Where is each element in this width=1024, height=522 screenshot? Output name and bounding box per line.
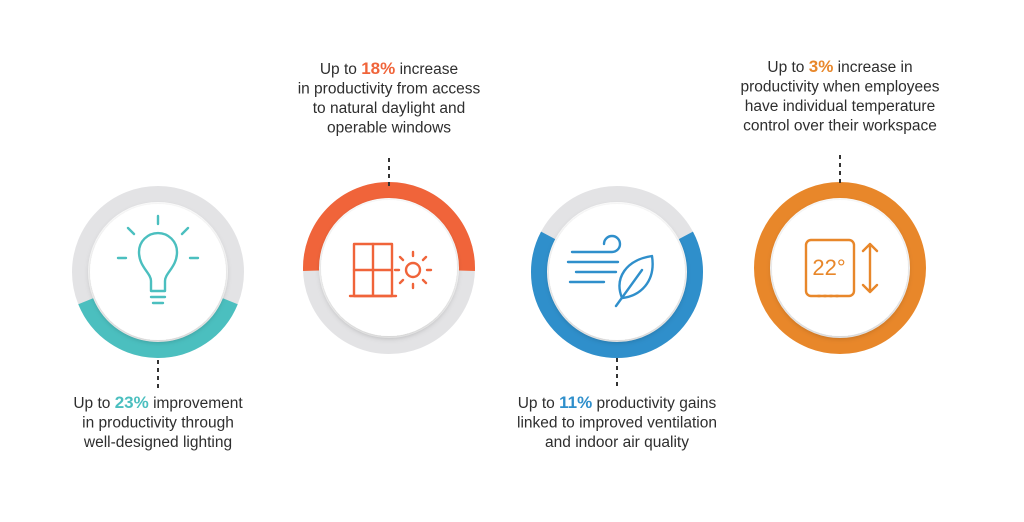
rings [72,182,926,358]
caption-text: increase [400,61,459,78]
ring-inner [772,200,908,336]
caption-line: in productivity through [82,415,234,432]
ring-inner [90,204,226,340]
ring-arc [78,298,238,358]
caption-highlight: 3% [809,57,834,76]
caption-line: Up to 11% productivity gains [518,393,717,412]
caption-line: in productivity from access [298,81,481,98]
caption-line: have individual temperature [745,98,935,115]
thermostat-icon [804,238,879,298]
caption-line: control over their workspace [743,118,937,135]
ring-arc [303,182,475,271]
captions: Up to 23% improvement in productivity thr… [73,57,939,451]
caption-line: and indoor air quality [545,434,689,451]
ring-track [754,182,926,354]
caption-line: productivity when employees [740,79,939,96]
caption-prefix: Up to [767,59,804,76]
caption-line: Up to 18% increase [320,59,458,78]
caption-highlight: 18% [361,59,395,78]
caption-prefix: Up to [320,61,357,78]
bulb-icon [116,214,200,305]
caption-text: increase in [838,59,913,76]
caption-text: improvement [153,395,243,412]
ring-inner [321,200,457,336]
caption-line: operable windows [327,120,451,137]
caption-line: to natural daylight and [313,100,466,117]
ring-arc [531,231,703,358]
caption-line: Up to 23% improvement [73,393,243,412]
caption-highlight: 23% [115,393,149,412]
caption-prefix: Up to [518,395,555,412]
window-icon [348,242,433,298]
caption-line: Up to 3% increase in [767,57,912,76]
caption-text: productivity gains [597,395,717,412]
caption-line: well-designed lighting [83,434,232,451]
thermostat-label: 22° [812,255,845,280]
caption-prefix: Up to [73,395,110,412]
wind-icon [566,234,654,308]
caption-line: linked to improved ventilation [517,415,717,432]
caption-highlight: 11% [559,393,592,412]
